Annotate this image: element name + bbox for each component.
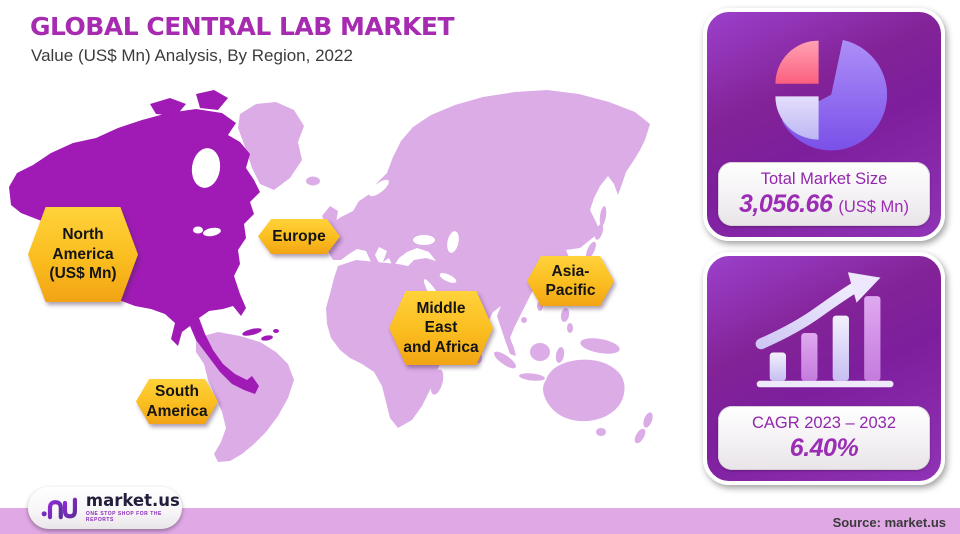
map-label-europe: Europe: [258, 219, 340, 254]
cagr-value: 6.40%: [789, 433, 859, 462]
total-market-size-unit: (US$ Mn): [838, 197, 909, 216]
label-line: Middle: [416, 299, 466, 317]
total-market-size-card: Total Market Size 3,056.66 (US$ Mn): [703, 8, 945, 241]
label-line: South: [155, 383, 199, 401]
cagr-box: CAGR 2023 – 2032 6.40%: [718, 406, 930, 470]
total-market-size-box: Total Market Size 3,056.66 (US$ Mn): [718, 162, 930, 226]
map-label-north-america: North America (US$ Mn): [28, 207, 138, 302]
page-title: GLOBAL CENTRAL LAB MARKET: [30, 12, 455, 41]
label-line: North: [62, 226, 104, 244]
label-line: and Africa: [403, 338, 479, 356]
label-line: America: [146, 402, 208, 420]
marketus-logo-tagline: ONE STOP SHOP FOR THE REPORTS: [85, 511, 162, 524]
map-label-asia-pacific: Asia- Pacific: [527, 256, 614, 306]
cagr-caption: CAGR 2023 – 2032: [751, 414, 896, 433]
total-market-size-caption: Total Market Size: [760, 170, 888, 189]
label-line: Europe: [272, 227, 326, 245]
total-market-size-value: 3,056.66: [739, 189, 833, 218]
label-line: Pacific: [545, 282, 596, 299]
growth-chart-icon: [755, 272, 894, 388]
label-line: East: [424, 319, 458, 337]
page-subtitle: Value (US$ Mn) Analysis, By Region, 2022: [31, 46, 353, 65]
source-text: Source: market.us: [832, 515, 946, 530]
label-line: Asia-: [551, 262, 590, 280]
label-line: (US$ Mn): [49, 265, 117, 283]
marketus-logo-name: market.us: [85, 490, 180, 510]
map-label-south-america: South America: [136, 379, 218, 424]
marketus-logo-icon: [41, 497, 77, 520]
cagr-card: CAGR 2023 – 2032 6.40%: [703, 252, 945, 485]
map-label-middle-east-africa: Middle East and Africa: [389, 291, 493, 365]
marketus-logo: market.us ONE STOP SHOP FOR THE REPORTS: [28, 487, 182, 529]
label-line: America: [52, 245, 114, 263]
pie-chart-icon: [775, 40, 887, 151]
